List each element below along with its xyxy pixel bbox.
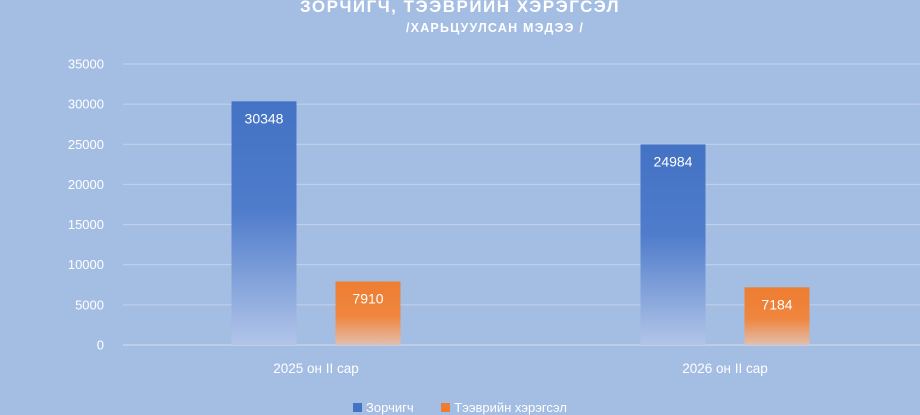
- y-tick-label: 15000: [68, 217, 104, 232]
- chart-legend: Зорчигч Тээврийн хэрэгсэл: [0, 400, 920, 415]
- data-label: 24984: [654, 153, 693, 169]
- bar-vehicles: [335, 281, 401, 345]
- chart-subtitle: /ХАРЬЦУУЛСАН МЭДЭЭ /: [405, 21, 584, 35]
- legend-label: Зорчигч: [366, 400, 414, 415]
- data-label: 30348: [245, 110, 284, 126]
- chart-title: ЗОРЧИГЧ, ТЭЭВРИЙН ХЭРЭГСЭЛ: [299, 0, 621, 16]
- bar-passengers: [231, 101, 297, 346]
- y-tick-label: 30000: [68, 97, 104, 112]
- bar-vehicles: [744, 287, 810, 345]
- y-tick-label: 10000: [68, 257, 104, 272]
- legend-swatch-blue: [353, 403, 363, 412]
- y-tick-label: 35000: [68, 57, 104, 72]
- x-tick-label: 2025 он II сар: [273, 361, 359, 376]
- legend-item-series-2: Тээврийн хэрэгсэл: [441, 400, 567, 415]
- y-tick-label: 0: [97, 338, 104, 353]
- data-label: 7184: [761, 296, 792, 312]
- y-tick-label: 25000: [68, 137, 104, 152]
- legend-label: Тээврийн хэрэгсэл: [454, 400, 567, 415]
- legend-item-series-1: Зорчигч: [353, 400, 414, 415]
- x-tick-label: 2026 он II сар: [682, 361, 768, 376]
- y-tick-label: 20000: [68, 177, 104, 192]
- bar-passengers: [640, 144, 706, 345]
- y-tick-label: 5000: [75, 297, 104, 312]
- legend-swatch-orange: [441, 403, 451, 412]
- data-label: 7910: [352, 290, 383, 306]
